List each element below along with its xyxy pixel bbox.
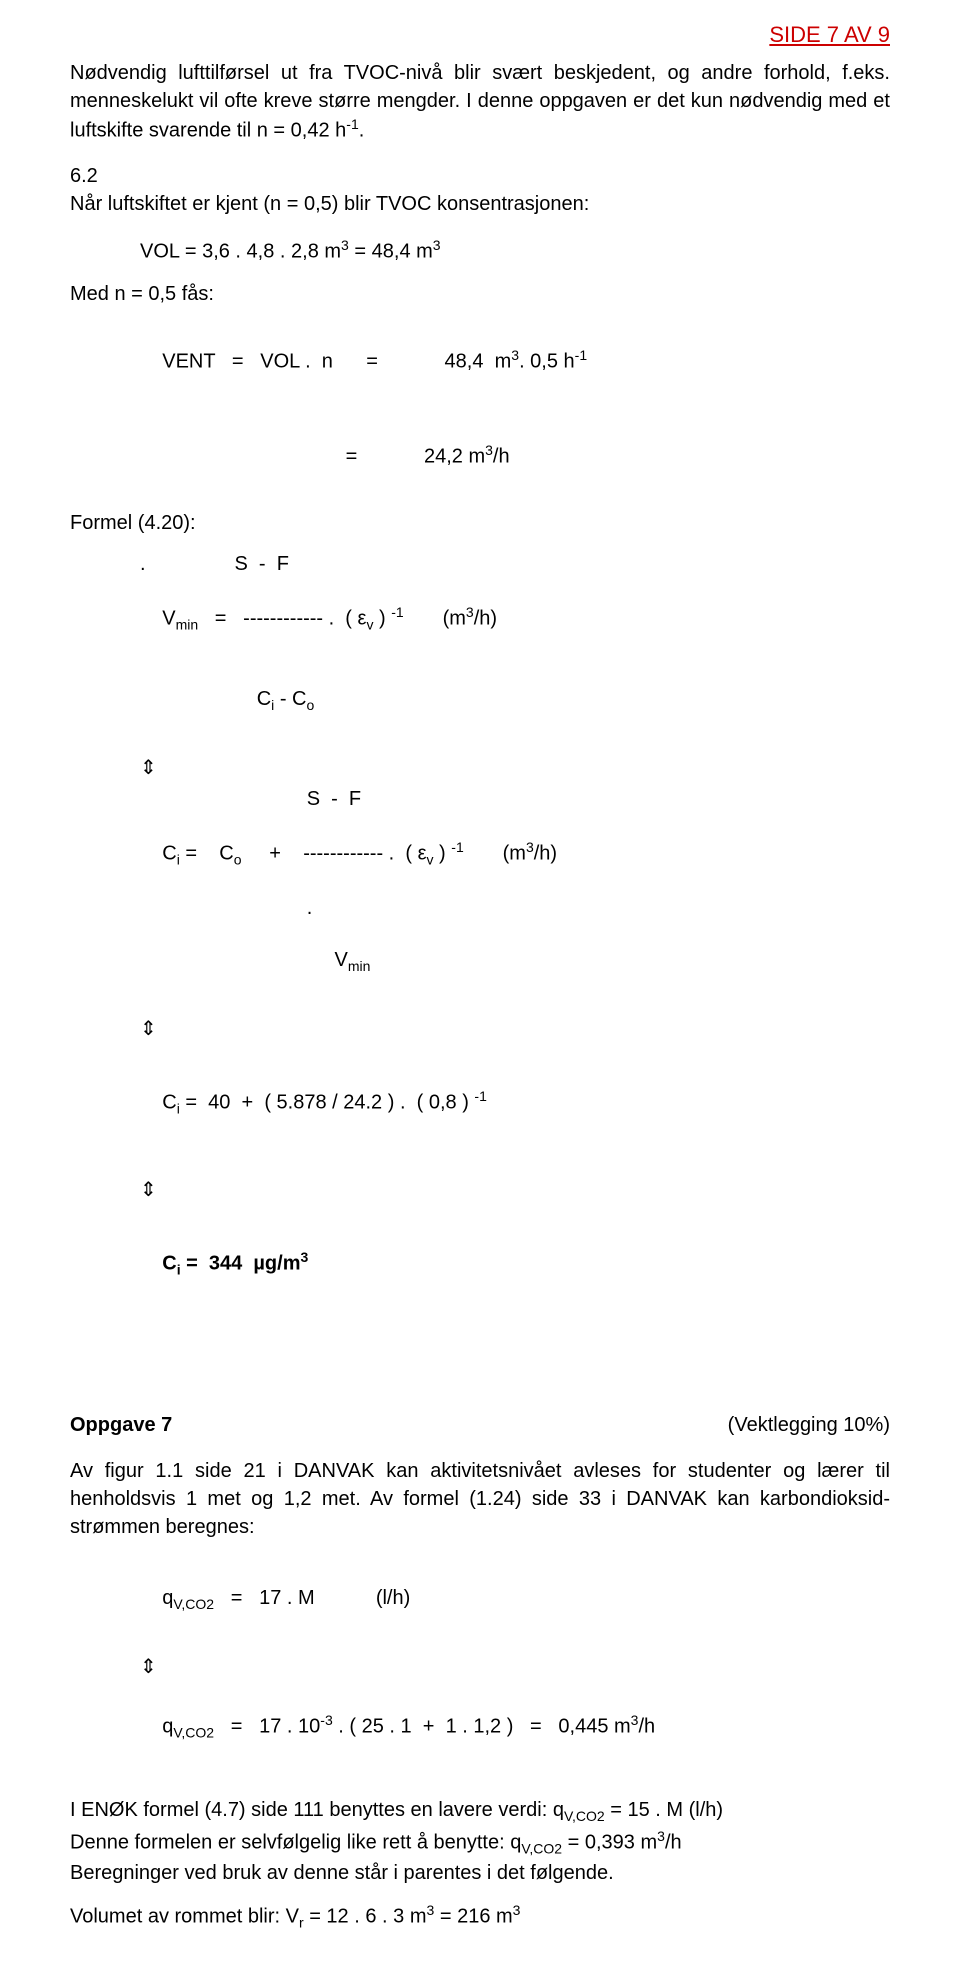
f2-co-sub: o (234, 852, 242, 868)
opp7-weight: (Vektlegging 10%) (728, 1411, 890, 1439)
enok2-m3: 3 (657, 1828, 665, 1844)
f1-l2c: ) (373, 608, 391, 630)
arrow-2: ⇕ (140, 1015, 890, 1043)
enok1-b: = 15 . M (l/h) (605, 1799, 723, 1821)
enok1-sub: V,CO2 (564, 1808, 605, 1824)
f2-neg1: -1 (451, 839, 463, 855)
f1-l2d: (m (404, 608, 466, 630)
f1-l2b: = ------------ . ( ε (198, 608, 366, 630)
formel-label: Formel (4.20): (70, 509, 890, 537)
f3-neg1: -1 (474, 1088, 486, 1104)
q-formula-1: qV,CO2 = 17 . M (l/h) (140, 1559, 890, 1639)
arrow-4: ⇕ (140, 1653, 890, 1681)
vent-a: VENT = VOL . n = 48,4 m (162, 351, 511, 373)
f1-co-sub: o (306, 697, 314, 713)
intro-text: Nødvendig lufttilførsel ut fra TVOC-nivå… (70, 62, 890, 142)
intro-sup: -1 (346, 116, 358, 132)
q1-body: = 17 . M (l/h) (214, 1587, 410, 1609)
f4-m3: 3 (301, 1249, 309, 1265)
page-number: SIDE 7 AV 9 (70, 20, 890, 51)
q2-neg3: -3 (320, 1712, 332, 1728)
enok-line-2: Denne formelen er selvfølgelig like rett… (70, 1827, 890, 1859)
vr-s1: 3 (426, 1902, 434, 1918)
formula-4-result: Ci = 344 µg/m3 (140, 1222, 890, 1305)
f1-l2e: /h) (474, 608, 497, 630)
f1-vmin-v: V (162, 608, 175, 630)
enok1-a: I ENØK formel (4.7) side 111 benyttes en… (70, 1799, 564, 1821)
f1-m3: 3 (466, 604, 474, 620)
f2-ev-sub: v (427, 852, 434, 868)
f2-l2f: /h) (534, 843, 557, 865)
f2-l2c: + ------------ . ( ε (242, 843, 427, 865)
q1-q: q (162, 1587, 173, 1609)
section-6-2: 6.2 Når luftskiftet er kjent (n = 0,5) b… (70, 162, 890, 218)
f1-neg1: -1 (391, 604, 403, 620)
oppgave-7-header: Oppgave 7 (Vektlegging 10%) (70, 1411, 890, 1439)
vent-formula: VENT = VOL . n = 48,4 m3. 0,5 h-1 = 24,2… (140, 320, 890, 495)
vr-c: = 216 m (434, 1906, 512, 1928)
f2-m3: 3 (526, 839, 534, 855)
formula-2: S - F Ci = Co + ------------ . ( εv ) -1… (140, 786, 890, 1001)
formula-1: . S - F Vmin = ------------ . ( εv ) -1 … (140, 551, 890, 740)
f2-l2d: ) (434, 843, 452, 865)
vol-s1: 3 (341, 237, 349, 253)
vent2-b: /h (493, 445, 510, 467)
q2-q: q (162, 1716, 173, 1738)
med-n-line: Med n = 0,5 fås: (70, 280, 890, 308)
vent-s1: 3 (511, 347, 519, 363)
formula-3: Ci = 40 + ( 5.878 / 24.2 ) . ( 0,8 ) -1 (140, 1061, 890, 1144)
vol-a: VOL = 3,6 . 4,8 . 2,8 m (140, 241, 341, 263)
f2-vmin-sub: min (348, 958, 371, 974)
volume-line: Volumet av rommet blir: Vr = 12 . 6 . 3 … (70, 1901, 890, 1933)
q2-m3: 3 (631, 1712, 639, 1728)
f2-l3: . (140, 895, 890, 921)
enok2-sub: V,CO2 (521, 1840, 562, 1856)
f3-ci: C (162, 1092, 176, 1114)
enok2-b: = 0,393 m (562, 1831, 657, 1853)
f1-co: - C (274, 688, 306, 710)
f2-l2e: (m (464, 843, 526, 865)
vol-b: = 48,4 m (349, 241, 433, 263)
f2-ci: C (162, 843, 176, 865)
arrow-1: ⇕ (140, 754, 890, 782)
q2-sub: V,CO2 (173, 1725, 214, 1741)
q2-b: = 17 . 10 (214, 1716, 320, 1738)
p7-para: Av figur 1.1 side 21 i DANVAK kan aktivi… (70, 1457, 890, 1541)
f1-l1: . S - F (140, 551, 890, 577)
sec-num: 6.2 (70, 162, 890, 190)
intro-end: . (359, 119, 365, 141)
q-formula-2: qV,CO2 = 17 . 10-3 . ( 25 . 1 + 1 . 1,2 … (140, 1685, 890, 1768)
f1-ci: C (162, 688, 271, 710)
q1-sub: V,CO2 (173, 1596, 214, 1612)
arrow-3: ⇕ (140, 1176, 890, 1204)
f1-vmin-sub: min (176, 617, 199, 633)
f2-l1: S - F (140, 786, 890, 812)
opp7-title: Oppgave 7 (70, 1411, 172, 1439)
enok2-c: /h (665, 1831, 682, 1853)
vent-b: . 0,5 h (519, 351, 575, 373)
vol-s2: 3 (433, 237, 441, 253)
vr-b: = 12 . 6 . 3 m (304, 1906, 427, 1928)
f3-body: = 40 + ( 5.878 / 24.2 ) . ( 0,8 ) (180, 1092, 475, 1114)
vr-s2: 3 (513, 1902, 521, 1918)
vent2-s: 3 (485, 442, 493, 458)
vr-a: Volumet av rommet blir: V (70, 1906, 299, 1928)
f2-vmin: V (162, 949, 348, 971)
enok2-a: Denne formelen er selvfølgelig like rett… (70, 1831, 521, 1853)
enok-line-1: I ENØK formel (4.7) side 111 benyttes en… (70, 1796, 890, 1827)
vent2-a: = 24,2 m (162, 445, 485, 467)
sec-text: Når luftskiftet er kjent (n = 0,5) blir … (70, 190, 890, 218)
intro-paragraph: Nødvendig lufttilførsel ut fra TVOC-nivå… (70, 59, 890, 145)
q2-c: . ( 25 . 1 + 1 . 1,2 ) = 0,445 m (333, 1716, 631, 1738)
vent-s2: -1 (575, 347, 587, 363)
enok-line-3: Beregninger ved bruk av denne står i par… (70, 1859, 890, 1887)
f4-body: = 344 µg/m (181, 1253, 301, 1275)
f4-ci: C (162, 1253, 176, 1275)
vol-formula: VOL = 3,6 . 4,8 . 2,8 m3 = 48,4 m3 (140, 236, 890, 266)
q2-d: /h (638, 1716, 655, 1738)
f2-co: = C (180, 843, 234, 865)
